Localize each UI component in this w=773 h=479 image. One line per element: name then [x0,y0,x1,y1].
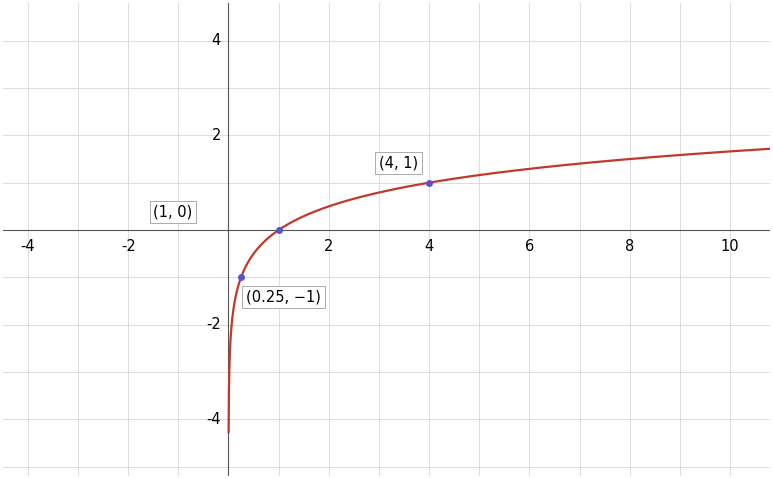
Text: 4: 4 [212,33,221,48]
Text: -2: -2 [121,239,135,253]
Text: -4: -4 [206,412,221,427]
Text: (0.25, −1): (0.25, −1) [246,290,321,305]
Text: 8: 8 [625,239,635,253]
Text: (4, 1): (4, 1) [379,155,418,171]
Text: (1, 0): (1, 0) [153,205,192,219]
Text: -2: -2 [206,317,221,332]
Text: -4: -4 [21,239,35,253]
Text: 4: 4 [424,239,434,253]
Text: 6: 6 [525,239,534,253]
Text: 2: 2 [212,128,221,143]
Text: 2: 2 [324,239,333,253]
Text: 10: 10 [720,239,740,253]
